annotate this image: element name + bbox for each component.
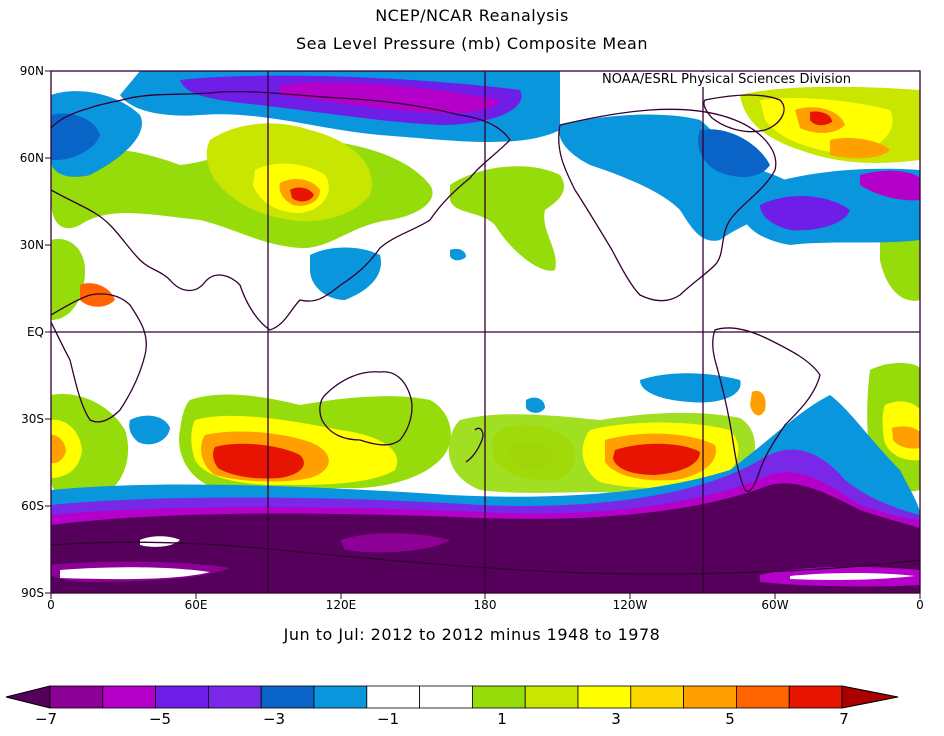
new-zealand-outline	[465, 427, 484, 463]
south-atlantic-west-core	[51, 434, 66, 464]
antarctic-white-east	[790, 573, 915, 580]
atlantic-east-positive	[880, 232, 920, 301]
eurasia-outline	[51, 90, 511, 331]
south-pacific-center	[613, 443, 700, 475]
indian-ocean-center	[213, 443, 304, 479]
nh-positive-field	[51, 86, 920, 320]
lon-label-180: 180	[473, 598, 497, 612]
colorbar-label: 1	[497, 710, 507, 728]
lat-label-60n: 60N	[19, 151, 44, 165]
colorbar-swatch	[736, 685, 790, 709]
pacific-small-low	[450, 248, 466, 261]
chart-subtitle: Sea Level Pressure (mb) Composite Mean	[296, 34, 648, 53]
europe-low-core	[51, 113, 100, 160]
colorbar-swatch	[102, 685, 157, 709]
lon-label-120e: 120E	[325, 598, 357, 612]
lat-label-90s: 90S	[21, 586, 44, 600]
colorbar-swatch	[683, 685, 737, 709]
colorbar-swatch	[788, 685, 843, 709]
south-america-outline	[712, 327, 821, 492]
colorbar-swatch	[49, 685, 104, 709]
east-pacific-low	[640, 373, 741, 403]
south-atlantic-east-core	[892, 426, 920, 449]
africa-high-center	[80, 283, 115, 307]
east-asia-low	[310, 247, 381, 300]
colorbar-swatch	[471, 685, 526, 709]
pacific-small-low-south	[526, 397, 545, 413]
arctic-low-core	[280, 82, 500, 114]
indian-small-low	[129, 415, 170, 445]
colorbar-swatch	[524, 685, 579, 709]
gridlines	[51, 71, 920, 593]
colorbar-swatch	[155, 685, 209, 709]
colorbar-swatch	[207, 685, 262, 709]
colorbar-arrow-high	[841, 685, 899, 709]
south-atlantic-west-ring	[51, 419, 82, 478]
north-atlantic-low-core	[760, 195, 850, 231]
antarctic-white-west	[60, 567, 210, 580]
axis-ticks	[45, 70, 921, 599]
greenland-outline	[703, 94, 785, 133]
iceland-high	[830, 138, 890, 159]
lat-label-eq: EQ	[26, 325, 44, 339]
antarctic-lobe-central	[340, 533, 450, 553]
colorbar-swatch	[419, 685, 473, 709]
chart-title: NCEP/NCAR Reanalysis	[375, 6, 569, 25]
colorbar	[5, 685, 899, 709]
south-atlantic-west-outer	[51, 394, 129, 501]
colorbar-swatch	[260, 685, 315, 709]
colorbar-label: −1	[376, 710, 400, 728]
colorbar-swatch	[630, 685, 684, 709]
colorbar-label: −5	[148, 710, 172, 728]
lon-label-120w: 120W	[612, 598, 648, 612]
north-america-low-outer	[559, 114, 799, 241]
coastlines	[51, 90, 920, 575]
colorbar-swatch	[366, 685, 420, 709]
anomaly-field	[51, 71, 920, 593]
greenland-center	[810, 111, 832, 126]
south-america-high	[750, 390, 766, 416]
sh-positive-field	[51, 363, 920, 501]
nh-negative-field	[51, 71, 920, 300]
north-pacific-positive	[450, 166, 565, 271]
colorbar-label: 7	[839, 710, 849, 728]
lon-label-0: 0	[47, 598, 55, 612]
colorbar-arrow-low	[5, 685, 51, 709]
lon-label-0-east: 0	[916, 598, 924, 612]
australia-outline	[319, 371, 413, 446]
colorbar-label: 5	[725, 710, 735, 728]
lat-label-60s: 60S	[21, 499, 44, 513]
lat-label-90n: 90N	[19, 64, 44, 78]
mongolia-center	[290, 187, 314, 202]
hudson-low	[698, 129, 770, 177]
lat-label-30n: 30N	[19, 238, 44, 252]
colorbar-swatch	[313, 685, 368, 709]
antarctica-outline	[51, 541, 920, 575]
lon-label-60w: 60W	[761, 598, 789, 612]
colorbar-swatch	[577, 685, 632, 709]
africa-positive-region	[51, 239, 85, 320]
lat-label-30s: 30S	[21, 412, 44, 426]
north-america-outline	[558, 108, 777, 302]
norway-low	[860, 170, 920, 201]
colorbar-label: 3	[611, 710, 621, 728]
antarctic-white-patch	[140, 536, 180, 547]
colorbar-label: −7	[34, 710, 58, 728]
credit-label: NOAA/ESRL Physical Sciences Division	[600, 72, 853, 87]
period-label: Jun to Jul: 2012 to 2012 minus 1948 to 1…	[283, 625, 661, 644]
colorbar-label: −3	[262, 710, 286, 728]
lon-label-60e: 60E	[184, 598, 208, 612]
africa-outline	[51, 293, 147, 423]
